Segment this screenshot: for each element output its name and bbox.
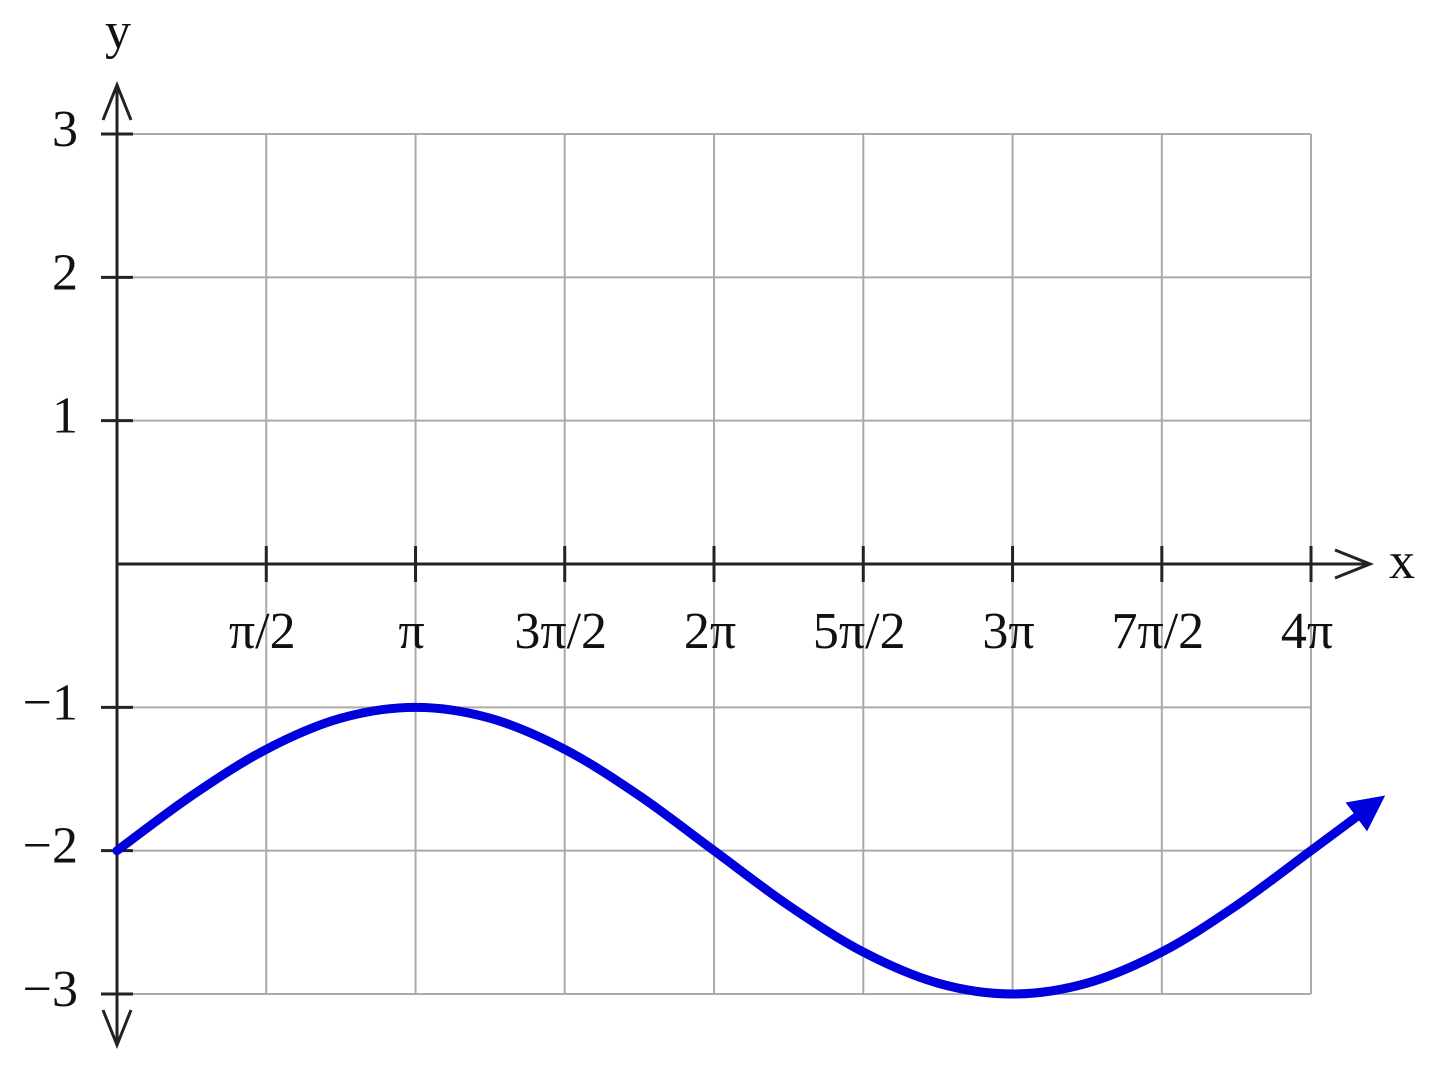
x-tick-label: π — [398, 603, 424, 660]
y-tick-label: −2 — [23, 818, 78, 875]
y-tick-label: −3 — [23, 961, 78, 1018]
x-tick-label: 5π/2 — [813, 603, 906, 660]
curve — [112, 702, 1386, 999]
x-tick-label: π/2 — [229, 603, 296, 660]
x-tick-label: 2π — [684, 603, 736, 660]
y-axis-label: y — [105, 3, 131, 60]
x-tick-label: 3π/2 — [514, 603, 607, 660]
y-tick-label: 3 — [52, 101, 78, 158]
y-tick-label: 2 — [52, 244, 78, 301]
x-axis-arrow — [1334, 548, 1375, 580]
x-tick-label: 7π/2 — [1111, 603, 1204, 660]
x-tick-label: 4π — [1281, 603, 1333, 660]
y-tick-label: 1 — [52, 388, 78, 445]
y-axis-arrow — [101, 1009, 133, 1050]
y-axis-arrow — [101, 80, 133, 121]
x-tick-label: 3π — [982, 603, 1034, 660]
x-axis-label: x — [1389, 533, 1415, 590]
y-tick-label: −1 — [23, 674, 78, 731]
